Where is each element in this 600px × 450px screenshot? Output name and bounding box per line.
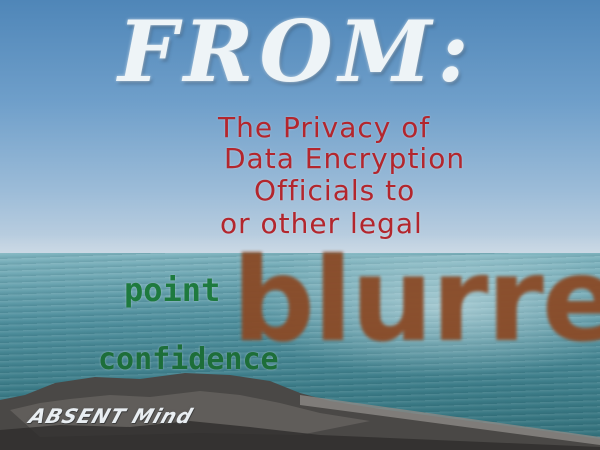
rocky-shore (0, 373, 600, 450)
heading-from: FROM: (118, 2, 475, 101)
word-blurred: blurred (232, 233, 600, 368)
sky (0, 0, 600, 255)
rock-highlights (10, 391, 370, 437)
sea-glare (220, 255, 600, 385)
word-confidence: confidence (98, 342, 279, 377)
message-line-1: The Privacy of (218, 111, 431, 144)
rock-shadows (0, 421, 600, 450)
word-point: point (124, 271, 221, 309)
signature-watermark: ABSENT Mind (26, 404, 197, 428)
message-line-3: Officials to (254, 174, 416, 207)
message-line-2: Data Encryption (224, 142, 466, 175)
sea-wall (300, 395, 600, 445)
message-line-4: or other legal (220, 207, 423, 240)
